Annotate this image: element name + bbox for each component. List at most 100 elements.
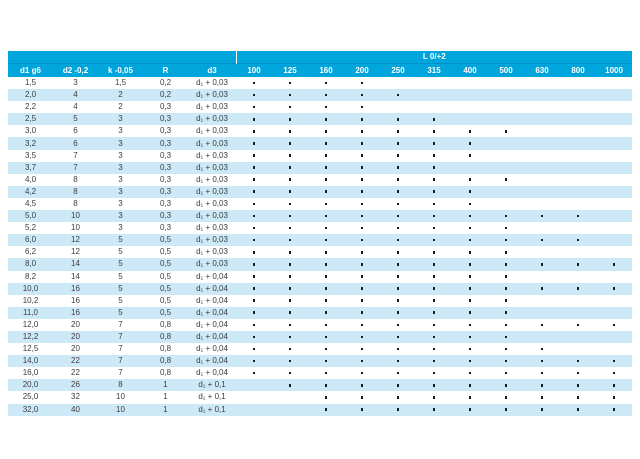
cell-k: 3 (98, 210, 143, 223)
availability-dot (288, 250, 292, 254)
availability-dot (360, 202, 364, 206)
cell-length-315 (416, 379, 453, 392)
availability-dot (432, 275, 436, 278)
cell-r: 0,3 (143, 113, 188, 126)
column-header-length-160: 160 (308, 63, 345, 77)
availability-dot (396, 214, 400, 218)
cell-length-1000 (596, 173, 633, 186)
cell-k: 5 (98, 306, 143, 319)
cell-length-800 (560, 343, 597, 356)
availability-dot (252, 166, 256, 169)
cell-length-315 (416, 185, 453, 198)
cell-length-100 (236, 173, 273, 186)
cell-d3: d₁ + 0,03 (188, 173, 237, 186)
availability-dot (396, 311, 400, 315)
cell-length-250 (380, 294, 417, 307)
availability-dot (324, 93, 328, 97)
cell-length-630 (524, 197, 561, 211)
availability-dot (288, 323, 292, 327)
cell-r: 1 (143, 391, 188, 404)
availability-dot (468, 226, 472, 230)
cell-d3: d₁ + 0,03 (188, 161, 237, 174)
table-row: 5,0 10 3 0,3 d₁ + 0,03 (8, 210, 633, 223)
availability-dot (288, 178, 292, 181)
cell-length-400 (452, 270, 489, 283)
cell-d2: 6 (53, 137, 98, 150)
availability-dot (396, 275, 400, 278)
cell-length-125 (272, 113, 309, 126)
availability-dot (396, 226, 400, 230)
availability-dot (468, 323, 472, 327)
cell-d3: d₁ + 0,1 (188, 391, 237, 404)
availability-dot (576, 238, 580, 242)
cell-length-1000 (596, 185, 633, 198)
availability-dot (432, 359, 436, 363)
cell-length-500 (488, 113, 525, 126)
cell-d3: d₁ + 0,04 (188, 282, 237, 295)
cell-length-125 (272, 197, 309, 211)
cell-length-200 (344, 197, 381, 211)
availability-dot (288, 347, 292, 351)
column-header-r: R (143, 63, 188, 77)
cell-length-250 (380, 89, 417, 102)
cell-length-800 (560, 258, 597, 271)
cell-length-500 (488, 173, 525, 186)
cell-k: 3 (98, 173, 143, 186)
availability-dot (396, 408, 400, 411)
table-row: 12,2 20 7 0,8 d₁ + 0,04 (8, 330, 633, 344)
cell-length-250 (380, 258, 417, 271)
cell-length-200 (344, 403, 381, 416)
cell-length-500 (488, 282, 525, 295)
availability-dot (432, 202, 436, 206)
availability-dot (432, 383, 436, 387)
cell-length-500 (488, 306, 525, 319)
table-row: 3,7 7 3 0,3 d₁ + 0,03 (8, 161, 633, 174)
column-header-length-250: 250 (380, 63, 417, 77)
cell-d1: 16,0 (8, 367, 53, 380)
cell-d3: d₁ + 0,03 (188, 258, 237, 271)
cell-length-630 (524, 210, 561, 223)
cell-d2: 14 (53, 270, 98, 283)
cell-length-315 (416, 318, 453, 331)
cell-length-500 (488, 210, 525, 223)
cell-d2: 8 (53, 185, 98, 198)
availability-dot (432, 311, 436, 315)
availability-dot (540, 214, 544, 218)
cell-length-800 (560, 403, 597, 416)
column-header-length-630: 630 (524, 63, 561, 77)
cell-length-125 (272, 185, 309, 198)
availability-dot (396, 371, 400, 375)
availability-dot (396, 396, 400, 399)
cell-length-160 (308, 234, 345, 247)
availability-dot (612, 263, 616, 266)
cell-d2: 20 (53, 318, 98, 331)
cell-d2: 4 (53, 101, 98, 114)
availability-dot (288, 287, 292, 290)
availability-dot (288, 202, 292, 206)
availability-dot (432, 154, 436, 157)
availability-dot (432, 335, 436, 339)
availability-dot (396, 93, 400, 97)
availability-dot (324, 275, 328, 278)
cell-length-315 (416, 113, 453, 126)
cell-r: 1 (143, 403, 188, 416)
cell-length-800 (560, 294, 597, 307)
availability-dot (396, 347, 400, 351)
cell-length-100 (236, 379, 273, 392)
cell-length-630 (524, 246, 561, 259)
cell-d3: d₁ + 0,03 (188, 77, 237, 90)
cell-length-500 (488, 185, 525, 198)
availability-dot (252, 202, 256, 206)
cell-k: 3 (98, 137, 143, 150)
availability-dot (576, 371, 580, 375)
cell-length-630 (524, 343, 561, 356)
availability-dot (432, 130, 436, 133)
availability-dot (468, 396, 472, 399)
availability-dot (540, 359, 544, 363)
cell-length-315 (416, 222, 453, 235)
column-header-row: d1 g6 d2 -0,2 k -0,05 R d3 100 125 160 2… (8, 63, 633, 77)
availability-dot (324, 311, 328, 315)
availability-dot (504, 214, 508, 218)
availability-dot (468, 178, 472, 181)
cell-d3: d₁ + 0,04 (188, 367, 237, 380)
